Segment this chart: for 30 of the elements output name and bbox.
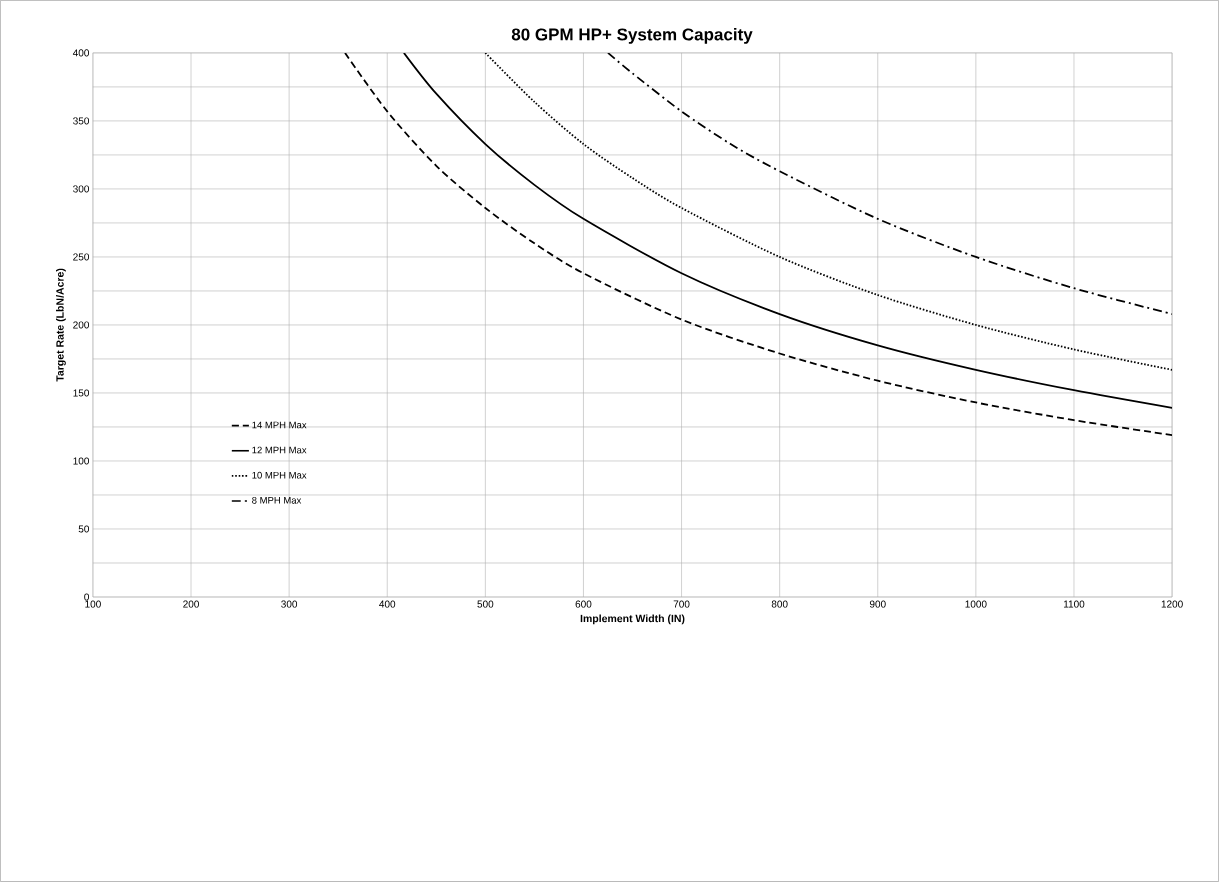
x-tick-label: 1000 bbox=[965, 600, 987, 608]
x-tick-label: 600 bbox=[575, 600, 592, 608]
y-tick-label: 50 bbox=[78, 525, 89, 533]
legend-label: 12 MPH Max bbox=[252, 446, 307, 454]
x-tick-label: 100 bbox=[85, 600, 101, 608]
y-tick-label: 250 bbox=[73, 253, 89, 261]
x-tick-label: 1100 bbox=[1063, 600, 1085, 608]
x-axis-title: Implement Width (IN) bbox=[580, 614, 685, 625]
x-tick-label: 1200 bbox=[1161, 600, 1183, 608]
line-series bbox=[484, 52, 1173, 371]
y-tick-label: 200 bbox=[73, 321, 89, 329]
x-tick-label: 900 bbox=[869, 600, 886, 608]
x-tick-label: 400 bbox=[379, 600, 396, 608]
line-series bbox=[607, 52, 1173, 315]
x-tick-label: 300 bbox=[281, 600, 298, 608]
x-tick-label: 200 bbox=[183, 600, 199, 608]
x-tick-label: 700 bbox=[673, 600, 690, 608]
legend-label: 10 MPH Max bbox=[252, 471, 307, 479]
y-tick-label: 100 bbox=[73, 457, 89, 465]
x-tick-label: 500 bbox=[477, 600, 494, 608]
chart-title: 80 GPM HP+ System Capacity bbox=[511, 28, 753, 44]
y-tick-label: 400 bbox=[72, 49, 89, 57]
x-tick-label: 800 bbox=[771, 600, 788, 608]
y-tick-label: 300 bbox=[73, 185, 89, 193]
y-axis-title: Target Rate (LbN/Acre) bbox=[56, 268, 66, 382]
y-tick-label: 150 bbox=[73, 389, 89, 397]
legend-label: 14 MPH Max bbox=[252, 421, 307, 429]
legend-label: 8 MPH Max bbox=[252, 496, 302, 504]
y-tick-label: 0 bbox=[84, 593, 89, 601]
y-tick-label: 350 bbox=[73, 117, 89, 125]
